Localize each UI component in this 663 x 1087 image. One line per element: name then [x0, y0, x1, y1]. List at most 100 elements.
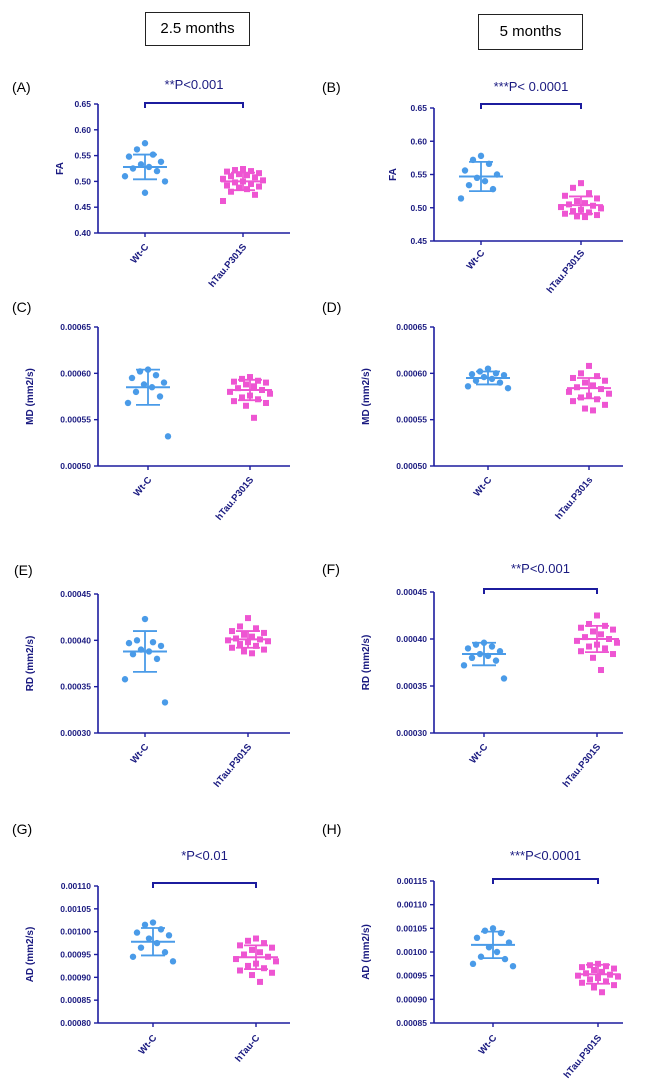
data-point-htau: [249, 972, 255, 979]
x-category-label: Wt-C: [468, 742, 491, 766]
data-point-htau: [265, 638, 271, 645]
data-point-wt: [484, 365, 492, 372]
y-tick-label: 0.00065: [60, 322, 91, 332]
data-point-wt: [152, 371, 160, 379]
data-point-htau: [235, 385, 241, 392]
data-point-htau: [599, 968, 605, 975]
y-tick-label: 0.55: [410, 170, 427, 180]
y-tick-label: 0.00040: [60, 635, 91, 645]
data-point-wt: [156, 393, 164, 400]
data-point-wt: [161, 699, 169, 706]
data-point-htau: [228, 173, 234, 180]
y-tick-label: 0.00095: [60, 950, 91, 960]
data-point-htau: [587, 976, 593, 983]
y-axis-label: FA: [388, 168, 399, 181]
y-tick-label: 0.00090: [396, 994, 427, 1004]
data-point-wt: [161, 178, 169, 185]
data-point-htau: [269, 944, 275, 951]
panel-label: (F): [322, 561, 340, 577]
data-point-htau: [229, 644, 235, 651]
data-point-htau: [578, 394, 584, 401]
data-point-htau: [232, 167, 238, 174]
data-point-htau: [582, 200, 588, 207]
data-point-htau: [248, 168, 254, 175]
significance-bracket: [144, 102, 244, 108]
y-tick-label: 0.00115: [397, 876, 428, 886]
data-point-htau: [256, 183, 262, 190]
data-point-wt: [149, 919, 157, 926]
data-point-htau: [586, 209, 592, 216]
data-point-htau: [598, 205, 604, 212]
data-point-htau: [578, 648, 584, 655]
data-point-htau: [224, 168, 230, 175]
data-point-htau: [578, 624, 584, 631]
data-point-htau: [252, 191, 258, 198]
data-point-htau: [241, 648, 247, 655]
data-point-wt: [488, 643, 496, 650]
data-point-htau: [606, 390, 612, 397]
data-point-htau: [590, 628, 596, 635]
x-category-label: hTau.P301S: [212, 742, 255, 790]
panel-label: (C): [12, 299, 31, 315]
data-point-htau: [603, 978, 609, 985]
panel-f: (F) **P<0.001 0.00030 0.00035 0.00040 0.00045…: [322, 561, 623, 790]
data-point-wt: [489, 925, 497, 932]
data-point-htau: [243, 402, 249, 409]
data-point-wt: [457, 195, 465, 202]
data-point-wt: [465, 181, 473, 189]
data-point-htau: [240, 166, 246, 173]
data-point-wt: [468, 654, 476, 661]
panel-label: (H): [322, 821, 341, 837]
data-point-htau: [237, 967, 243, 974]
data-point-wt: [129, 953, 137, 960]
data-point-htau: [252, 174, 258, 181]
data-point-htau: [244, 186, 250, 193]
data-point-htau: [586, 362, 592, 369]
data-point-wt: [149, 638, 157, 646]
significance-bracket: [483, 588, 598, 594]
data-point-htau: [602, 401, 608, 408]
data-point-htau: [582, 405, 588, 412]
data-point-htau: [599, 989, 605, 996]
data-point-htau: [579, 964, 585, 971]
data-point-wt: [160, 379, 168, 386]
panel-label: (G): [12, 821, 32, 837]
data-point-htau: [595, 960, 601, 967]
data-point-htau: [220, 175, 226, 182]
data-point-htau: [233, 956, 239, 963]
data-point-wt: [165, 932, 173, 939]
data-point-htau: [611, 982, 617, 989]
data-point-htau: [570, 374, 576, 381]
data-point-htau: [598, 667, 604, 674]
panel-h: (H) ***P<0.0001 0.00085 0.00090 0.00095 0.001…: [322, 821, 623, 1081]
significance-label: **P<0.001: [165, 77, 224, 92]
data-point-wt: [129, 651, 137, 658]
data-point-wt: [464, 645, 472, 652]
data-point-htau: [237, 942, 243, 949]
data-point-wt: [125, 639, 133, 647]
data-point-htau: [237, 623, 243, 630]
y-axis-label: MD (mm2/s): [25, 368, 36, 425]
x-category-label: Wt-C: [137, 1033, 160, 1057]
data-point-htau: [245, 962, 251, 969]
x-category-label: Wt-C: [465, 248, 488, 272]
data-point-htau: [251, 383, 257, 390]
data-point-wt: [481, 927, 489, 934]
data-point-htau: [562, 192, 568, 199]
y-tick-label: 0.00105: [60, 904, 91, 914]
data-point-htau: [570, 398, 576, 405]
data-point-wt: [140, 381, 148, 388]
data-point-htau: [590, 407, 596, 414]
data-point-htau: [594, 396, 600, 403]
data-point-htau: [253, 642, 259, 649]
data-point-htau: [255, 377, 261, 384]
y-tick-label: 0.00085: [60, 995, 91, 1005]
data-point-wt: [500, 675, 508, 682]
data-point-htau: [574, 213, 580, 220]
data-point-wt: [137, 944, 145, 951]
data-point-wt: [504, 384, 512, 392]
x-category-label: hTau.P301S: [545, 248, 588, 296]
x-category-label: hTau-C: [233, 1033, 262, 1065]
data-point-htau: [602, 377, 608, 384]
data-point-htau: [257, 949, 263, 956]
